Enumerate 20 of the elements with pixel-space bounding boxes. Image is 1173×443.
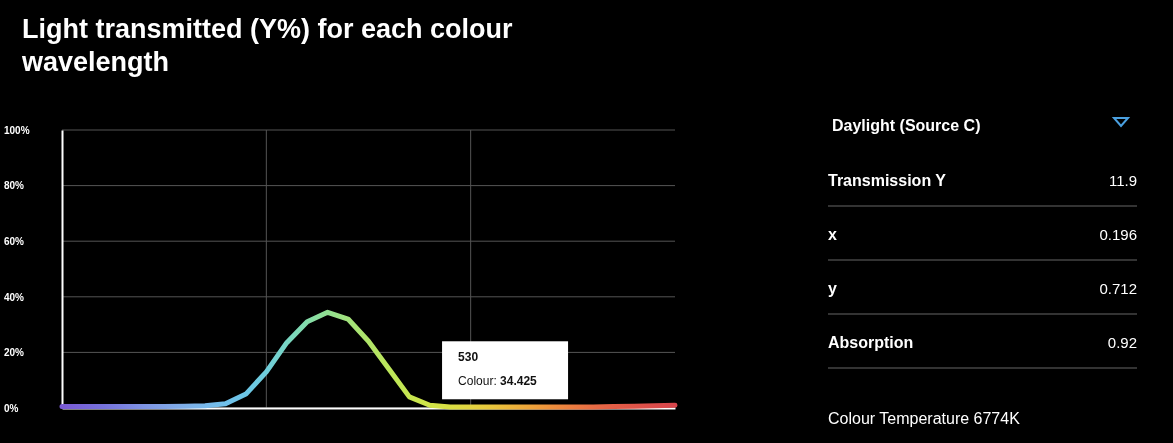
annotation: Colour: 34.425 — [458, 374, 538, 389]
y-tick-label: 60% — [4, 235, 25, 247]
y-tick-label: 100% — [4, 124, 30, 136]
text: 11.9 — [1108, 172, 1137, 189]
text: 0.92 — [1107, 334, 1137, 351]
text: y — [828, 280, 837, 297]
text: Transmission Y — [828, 172, 947, 189]
y-tick-label: 20% — [4, 347, 25, 359]
text: 0.712 — [1099, 280, 1137, 297]
tooltip-box: 530 Colour: 34.425 — [442, 341, 569, 400]
y-tick-label: 80% — [4, 180, 25, 192]
y-tick-label: 40% — [4, 291, 25, 303]
y-tick-label: 0% — [4, 402, 19, 414]
text: Daylight (Source C) — [832, 117, 981, 134]
chart-title: Light transmitted (Y%) for each colour wavelength — [21, 14, 514, 77]
text: x — [828, 226, 837, 243]
text: Absorption — [828, 334, 914, 351]
text: 0.196 — [1099, 226, 1137, 243]
annotation: 530 — [458, 350, 479, 365]
text: Colour Temperature 6774K — [828, 410, 1021, 427]
